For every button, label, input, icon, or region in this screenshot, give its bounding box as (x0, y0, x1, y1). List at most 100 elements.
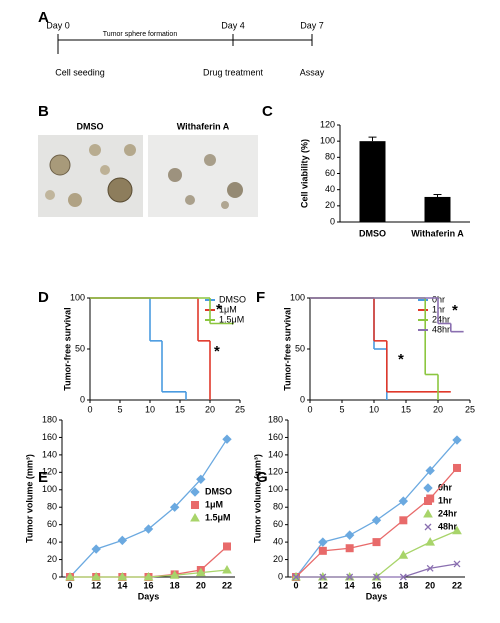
data-point (399, 516, 408, 525)
data-point (452, 525, 462, 535)
data-point (346, 573, 354, 581)
data-point (318, 546, 327, 555)
y-tick-label: 40 (273, 536, 283, 546)
day-label: Day 4 (221, 20, 245, 30)
x-tick-label: 10 (145, 404, 155, 414)
y-tick-label: 160 (42, 432, 57, 442)
panel-label: G (256, 469, 268, 486)
y-tick-label: 120 (320, 119, 335, 129)
y-tick-label: 20 (47, 554, 57, 564)
y-tick-label: 20 (325, 200, 335, 210)
event-label: Assay (300, 67, 325, 77)
data-point (425, 465, 435, 476)
legend-label: 1hr (438, 495, 453, 505)
x-tick-label: 5 (339, 404, 344, 414)
y-tick-label: 100 (70, 292, 85, 302)
panel-label: C (262, 103, 273, 120)
micrograph (38, 135, 143, 217)
legend-marker (423, 483, 433, 493)
y-tick-label: 80 (325, 152, 335, 162)
y-tick-label: 100 (320, 136, 335, 146)
significance-mark: * (214, 343, 220, 360)
x-tick-label: 0 (307, 404, 312, 414)
image-label: DMSO (77, 121, 104, 131)
data-point (65, 571, 75, 581)
data-point (426, 564, 434, 572)
bar (424, 196, 451, 222)
y-tick-label: 80 (47, 502, 57, 512)
panel-label: B (38, 103, 49, 120)
y-tick-label: 60 (47, 519, 57, 529)
y-tick-label: 40 (325, 184, 335, 194)
data-point (453, 463, 461, 472)
y-tick-label: 50 (75, 343, 85, 353)
x-tick-label: 14 (117, 580, 127, 590)
panel-label: E (38, 469, 48, 486)
x-tick-label: 14 (345, 580, 355, 590)
x-tick-label: 12 (318, 580, 328, 590)
data-point (91, 571, 102, 581)
y-tick-label: 0 (330, 216, 335, 226)
series-line (69, 438, 228, 578)
x-tick-label: 15 (175, 404, 185, 414)
x-tick-label: 0 (67, 580, 72, 590)
x-tick-label: 16 (143, 580, 153, 590)
data-point (345, 544, 354, 553)
y-axis-label: Tumor-free survival (282, 307, 292, 390)
x-tick-label: 25 (235, 404, 245, 414)
day-label: Day 0 (46, 20, 70, 30)
data-point (371, 515, 382, 526)
legend-marker (190, 512, 200, 522)
series-line (295, 439, 458, 578)
y-axis-label: Cell viability (%) (299, 139, 309, 208)
legend-label: 1.5μM (205, 512, 231, 522)
data-point (143, 571, 154, 581)
y-tick-label: 20 (273, 554, 283, 564)
legend-label: 48hr (432, 324, 450, 334)
legend-label: DMSO (219, 294, 246, 304)
data-point (453, 560, 461, 568)
y-tick-label: 0 (278, 571, 283, 581)
y-tick-label: 0 (80, 394, 85, 404)
bar (359, 141, 386, 222)
day-label: Day 7 (300, 20, 324, 30)
x-tick-label: 20 (196, 580, 206, 590)
significance-mark: * (452, 302, 458, 319)
x-tick-label: Withaferin A (411, 228, 464, 238)
legend-marker (190, 487, 200, 497)
data-point (196, 474, 206, 485)
x-tick-label: 20 (425, 580, 435, 590)
data-point (372, 538, 381, 547)
legend-label: 0hr (438, 482, 453, 492)
data-point (399, 573, 407, 581)
x-tick-label: 10 (369, 404, 379, 414)
x-tick-label: 20 (205, 404, 215, 414)
data-point (91, 544, 101, 554)
legend-marker (191, 501, 199, 509)
y-tick-label: 100 (290, 292, 305, 302)
y-tick-label: 40 (47, 536, 57, 546)
x-tick-label: 5 (117, 404, 122, 414)
legend-label: 24hr (438, 508, 458, 518)
y-tick-label: 0 (300, 394, 305, 404)
y-tick-label: 180 (42, 414, 57, 424)
data-point (452, 435, 462, 445)
x-tick-label: 0 (293, 580, 298, 590)
data-point (425, 537, 436, 546)
y-tick-label: 100 (268, 484, 283, 494)
y-tick-label: 60 (325, 168, 335, 178)
data-point (222, 565, 232, 574)
y-tick-label: 140 (42, 449, 57, 459)
x-tick-label: 18 (398, 580, 408, 590)
image-label: Withaferin A (177, 121, 230, 131)
legend-label: DMSO (205, 486, 232, 496)
legend-label: 48hr (438, 521, 458, 531)
panel-label: F (256, 289, 265, 306)
y-axis-label: Tumor-free survival (62, 307, 72, 390)
legend-label: 1μM (205, 499, 223, 509)
panel-label: D (38, 289, 49, 306)
legend-marker (423, 508, 433, 518)
data-point (398, 550, 409, 559)
